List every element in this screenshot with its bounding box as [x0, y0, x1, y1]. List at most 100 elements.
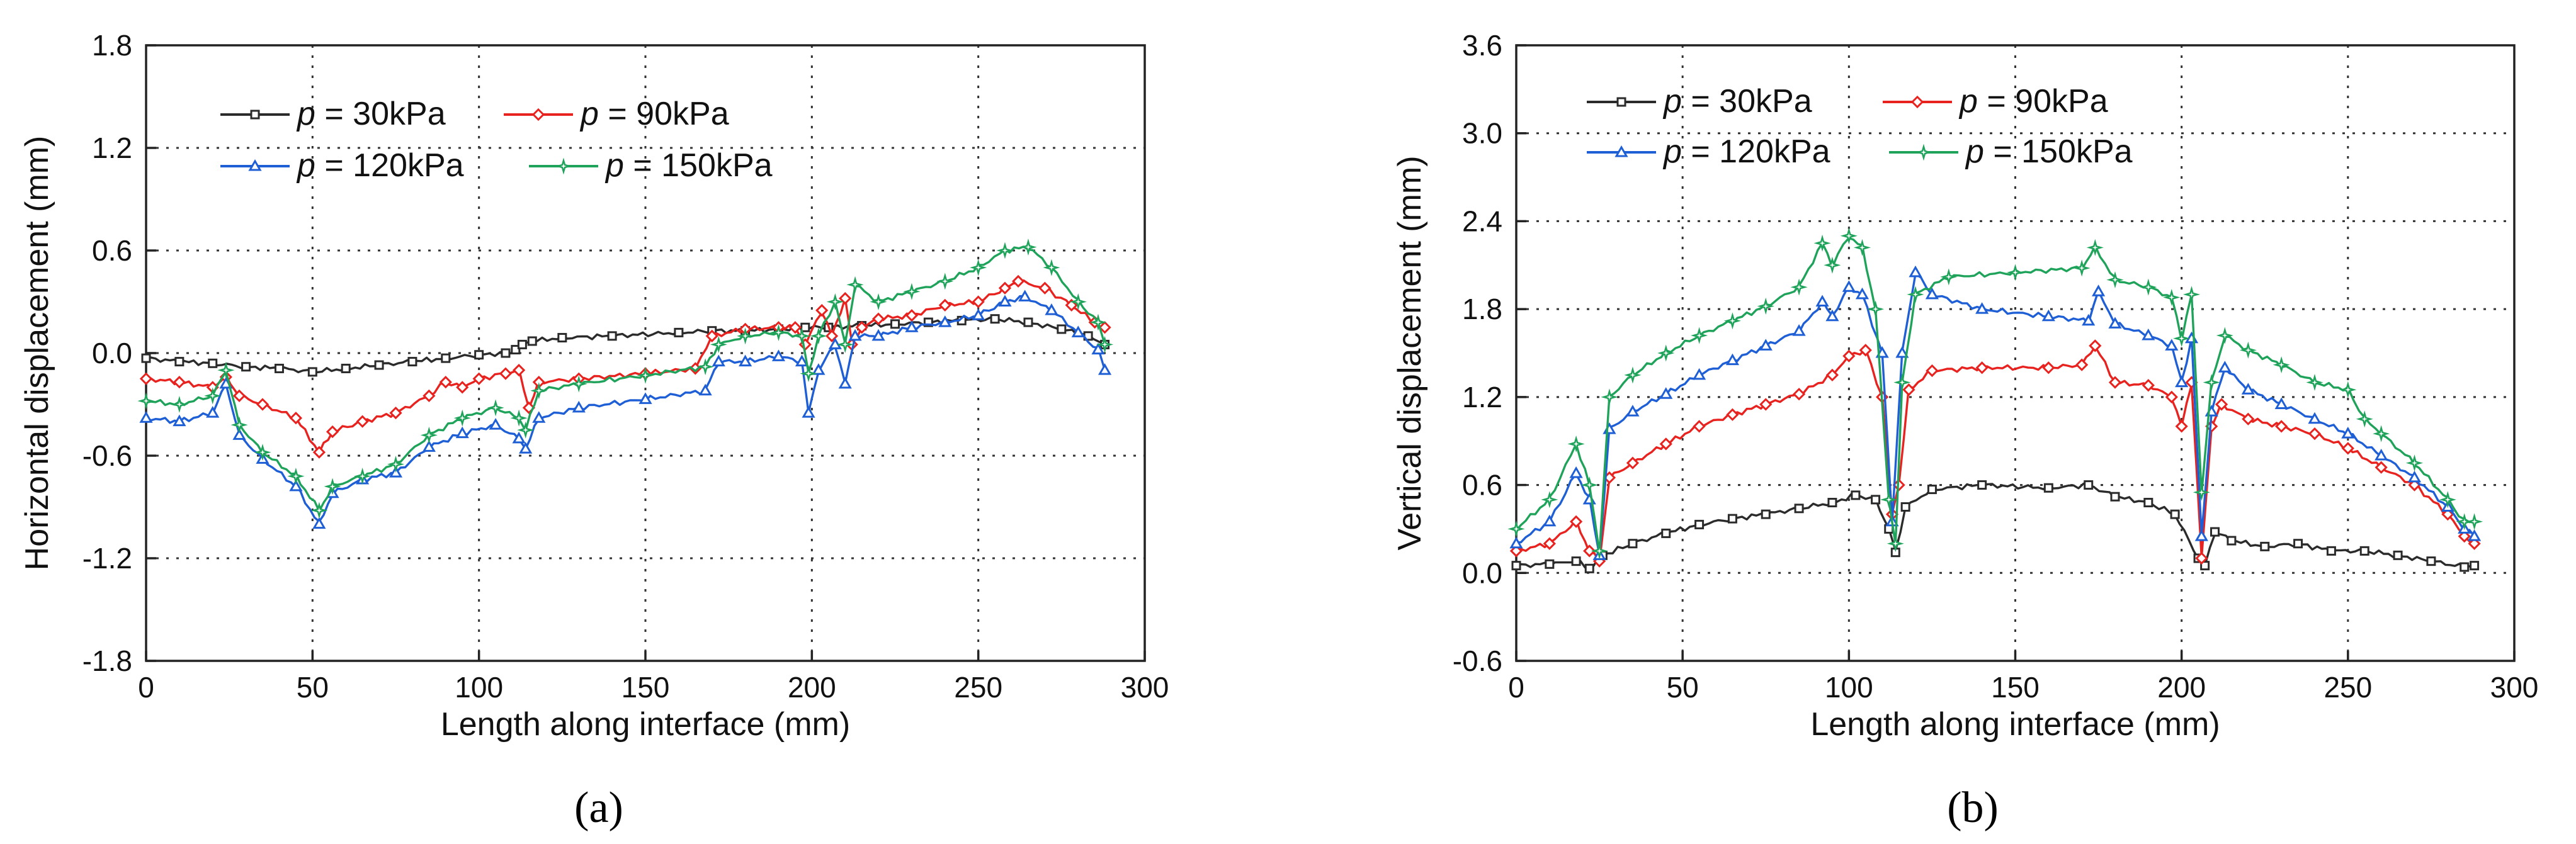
data-point: [2203, 374, 2220, 391]
data-point: [423, 389, 436, 403]
series-p-90kpa: [1509, 339, 2481, 568]
data-point: [871, 312, 885, 325]
data-point: [1895, 346, 1909, 358]
data-point: [1057, 324, 1067, 334]
data-point: [938, 315, 952, 327]
data-point: [2426, 556, 2436, 566]
x-axis-label: Length along interface (mm): [441, 706, 850, 743]
y-tick-label: -0.6: [1453, 644, 1502, 677]
series-line: [1516, 482, 2475, 570]
data-point: [2173, 330, 2191, 347]
x-tick-label: 250: [2324, 671, 2372, 704]
data-point: [312, 517, 326, 529]
data-point: [855, 321, 868, 334]
data-point: [2393, 550, 2403, 560]
legend-label-value: = 120kPa: [315, 147, 464, 184]
data-point: [1840, 227, 1858, 245]
y-tick-label: -1.8: [82, 644, 132, 677]
data-point: [474, 350, 484, 360]
data-point: [2456, 513, 2473, 531]
data-point: [638, 392, 652, 404]
data-point: [800, 365, 817, 383]
legend-label-symbol: p: [1965, 133, 1984, 170]
data-point: [2306, 374, 2324, 391]
data-point: [519, 442, 533, 454]
data-point: [341, 363, 351, 373]
data-point: [472, 372, 485, 385]
data-point: [1571, 556, 1581, 566]
data-point: [1657, 344, 1675, 362]
data-point: [2341, 442, 2354, 455]
data-point: [972, 295, 985, 308]
data-point: [2339, 381, 2357, 398]
data-point: [137, 392, 155, 410]
data-point: [287, 468, 305, 485]
data-point: [1887, 535, 1904, 553]
data-point: [696, 358, 714, 376]
data-point: [2293, 539, 2303, 549]
data-point: [836, 335, 854, 353]
legend-label-value: = 30kPa: [315, 96, 446, 132]
data-point: [1880, 491, 1898, 509]
data-point: [1591, 542, 1608, 560]
data-point: [1723, 312, 1741, 330]
data-point: [173, 414, 186, 427]
data-point: [1543, 514, 1557, 527]
data-point: [2182, 286, 2201, 303]
data-point: [1925, 287, 1939, 300]
data-point: [870, 293, 887, 311]
data-point: [1569, 515, 1583, 528]
data-point: [1567, 435, 1585, 453]
data-point: [1584, 563, 1594, 573]
data-point: [825, 329, 839, 342]
data-point: [1507, 520, 1525, 537]
x-axis-label: Length along interface (mm): [1810, 706, 2220, 743]
series-p-150kpa: [137, 239, 1114, 519]
data-point: [439, 376, 452, 389]
data-point: [2441, 508, 2454, 521]
data-point: [141, 353, 151, 363]
data-point: [2241, 383, 2255, 395]
data-point: [712, 354, 725, 367]
x-tick-label: 0: [138, 671, 154, 704]
data-point: [1909, 265, 1922, 278]
data-point: [2042, 361, 2055, 374]
legend-label: p = 150kPa: [604, 147, 773, 184]
data-point: [2210, 527, 2220, 537]
data-point: [903, 283, 921, 300]
data-point: [1977, 480, 1987, 490]
data-point: [2108, 317, 2122, 329]
data-point: [532, 411, 546, 423]
data-point: [310, 502, 328, 519]
data-point: [2239, 341, 2257, 359]
data-point: [2272, 356, 2290, 374]
data-point: [2091, 284, 2106, 296]
legend-marker: [1915, 143, 1932, 161]
legend-marker: [1614, 145, 1628, 157]
legend-marker: [1910, 95, 1924, 109]
legend-label-value: = 150kPa: [1984, 133, 2133, 170]
legend-item: p = 120kPa: [220, 147, 464, 184]
data-point: [1583, 544, 1596, 558]
data-point: [173, 376, 186, 389]
data-point: [274, 363, 284, 373]
legend-marker: [531, 108, 545, 121]
legend-label: p = 30kPa: [1662, 83, 1812, 120]
data-point: [324, 478, 341, 495]
data-point: [422, 440, 436, 452]
data-point: [2140, 278, 2157, 296]
y-axis-label: Horizontal displacement (mm): [19, 136, 55, 571]
data-point: [171, 395, 188, 414]
data-point: [1825, 368, 1839, 382]
data-point: [174, 357, 184, 367]
data-point: [420, 426, 438, 444]
data-point: [2142, 329, 2155, 340]
data-point: [230, 416, 248, 434]
data-point: [1691, 327, 1708, 344]
data-point: [489, 418, 502, 430]
data-point: [1842, 280, 1856, 292]
data-point: [2165, 390, 2178, 403]
data-point: [698, 383, 712, 396]
x-tick-label: 100: [455, 671, 503, 704]
